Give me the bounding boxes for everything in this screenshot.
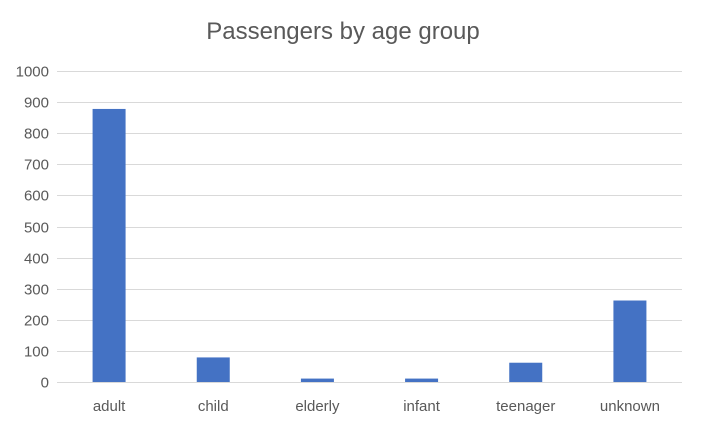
y-tick-label-400: 400 [24,251,49,268]
bar-teenager [509,362,543,382]
bar-adult [92,108,126,382]
bar-unknown [613,300,647,382]
bar-child [196,357,230,382]
y-tick-label-900: 900 [24,95,49,112]
x-tick-label-unknown: unknown [600,398,660,415]
y-tick-label-500: 500 [24,220,49,237]
y-tick-label-100: 100 [24,344,49,361]
x-axis-category-labels: adult child elderly infant teenager unknown [93,398,660,415]
x-tick-label-adult: adult [93,398,126,415]
x-tick-label-teenager: teenager [496,398,555,415]
y-tick-label-0: 0 [41,375,49,392]
x-tick-label-elderly: elderly [295,398,340,415]
gridlines [57,71,682,383]
y-tick-label-700: 700 [24,157,49,174]
x-tick-label-infant: infant [403,398,441,415]
chart-title: Passengers by age group [206,18,480,45]
y-tick-label-1000: 1000 [16,64,49,81]
bars [92,108,647,382]
y-tick-label-200: 200 [24,313,49,330]
y-axis-tick-labels: 0 100 200 300 400 500 600 700 800 900 1000 [16,64,49,392]
y-tick-label-300: 300 [24,282,49,299]
bar-elderly [300,378,334,382]
y-tick-label-600: 600 [24,188,49,205]
bar-infant [405,378,439,382]
x-tick-label-child: child [198,398,229,415]
y-tick-label-800: 800 [24,126,49,143]
